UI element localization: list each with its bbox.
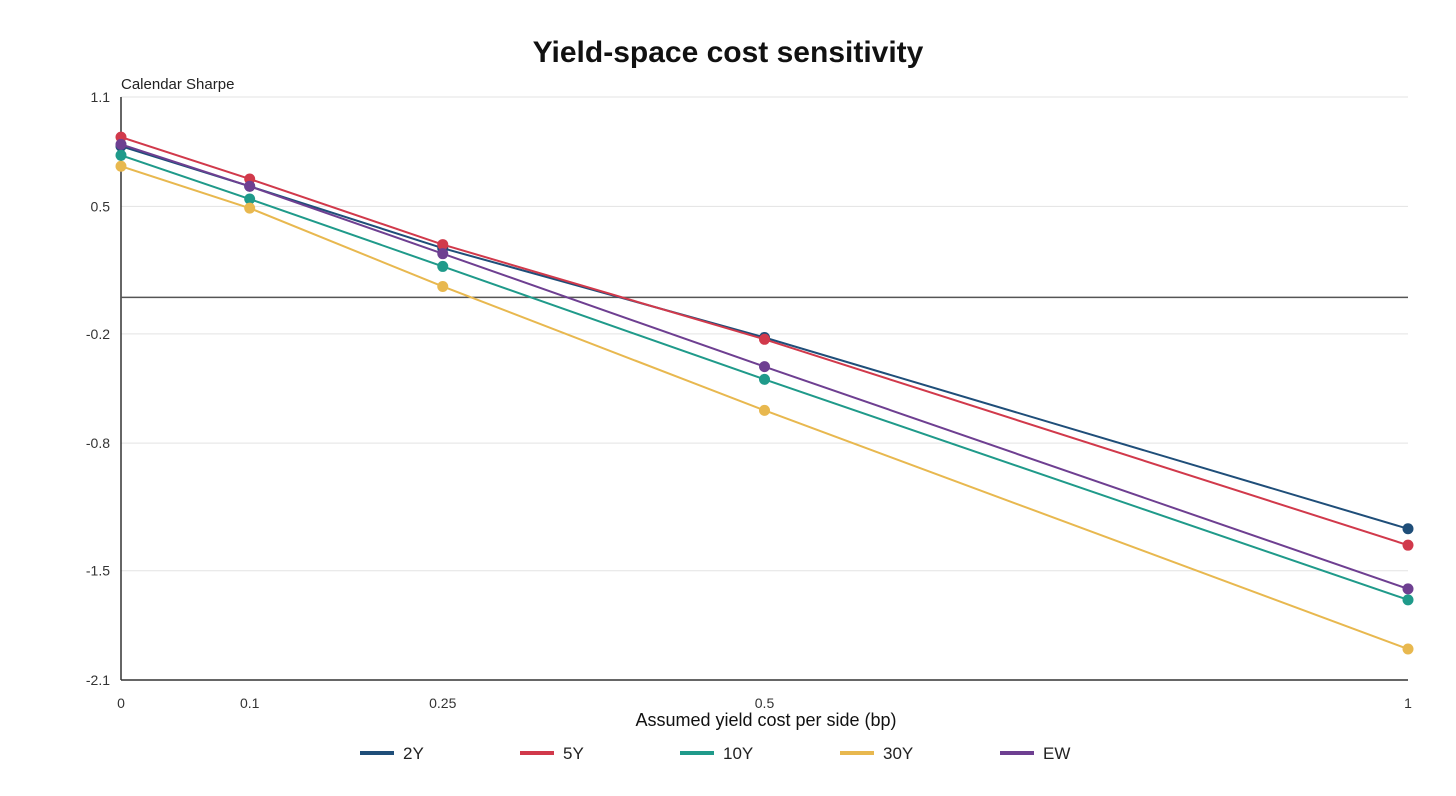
data-point-30Y	[244, 202, 256, 214]
legend-label-10Y: 10Y	[723, 744, 753, 763]
y-axis-label: Calendar Sharpe	[121, 76, 234, 93]
data-point-2Y	[1402, 523, 1414, 535]
y-tick-label: -0.2	[86, 326, 110, 342]
data-point-30Y	[759, 404, 770, 416]
axes	[120, 97, 1408, 681]
x-axis-label: Assumed yield cost per side (bp)	[635, 710, 896, 730]
data-point-10Y	[244, 193, 256, 205]
data-point-EW	[759, 361, 770, 373]
x-tick-label: 1	[1404, 695, 1412, 711]
y-tick-label: 1.1	[91, 89, 111, 105]
data-point-EW	[437, 248, 449, 260]
grid-lines	[121, 96, 1408, 681]
data-point-10Y	[759, 373, 770, 385]
data-point-30Y	[115, 160, 127, 172]
x-tick-label: 0	[117, 695, 125, 711]
legend-label-5Y: 5Y	[563, 744, 584, 763]
legend-label-EW: EW	[1043, 744, 1070, 763]
data-point-30Y	[437, 280, 449, 292]
legend: 2Y 5Y 10Y 30Y EW	[360, 744, 1070, 763]
data-point-5Y	[437, 239, 449, 251]
data-point-EW	[115, 138, 127, 150]
chart-title: Yield-space cost sensitivity	[533, 36, 924, 69]
x-tick-label: 0.1	[240, 695, 260, 711]
data-point-5Y	[1402, 539, 1414, 551]
data-point-5Y	[759, 333, 770, 345]
y-tick-label: -2.1	[86, 672, 110, 688]
y-tick-label: -0.8	[86, 435, 110, 451]
data-point-10Y	[437, 260, 449, 272]
y-tick-label: 0.5	[91, 198, 111, 214]
data-point-30Y	[1402, 643, 1414, 655]
y-tick-label: -1.5	[86, 563, 110, 579]
x-tick-label: 0.5	[755, 695, 775, 711]
tick-labels: 1.1 0.5 -0.2 -0.8 -1.5 -2.1 0 0.1 0.25 0.5 1	[86, 89, 1412, 711]
x-tick-label: 0.25	[429, 695, 456, 711]
data-point-10Y	[1402, 594, 1414, 606]
data-point-EW	[244, 180, 256, 192]
legend-label-2Y: 2Y	[403, 744, 424, 763]
legend-label-30Y: 30Y	[883, 744, 913, 763]
series-lines	[115, 131, 1414, 655]
data-point-10Y	[115, 149, 127, 161]
data-point-EW	[1402, 583, 1414, 595]
